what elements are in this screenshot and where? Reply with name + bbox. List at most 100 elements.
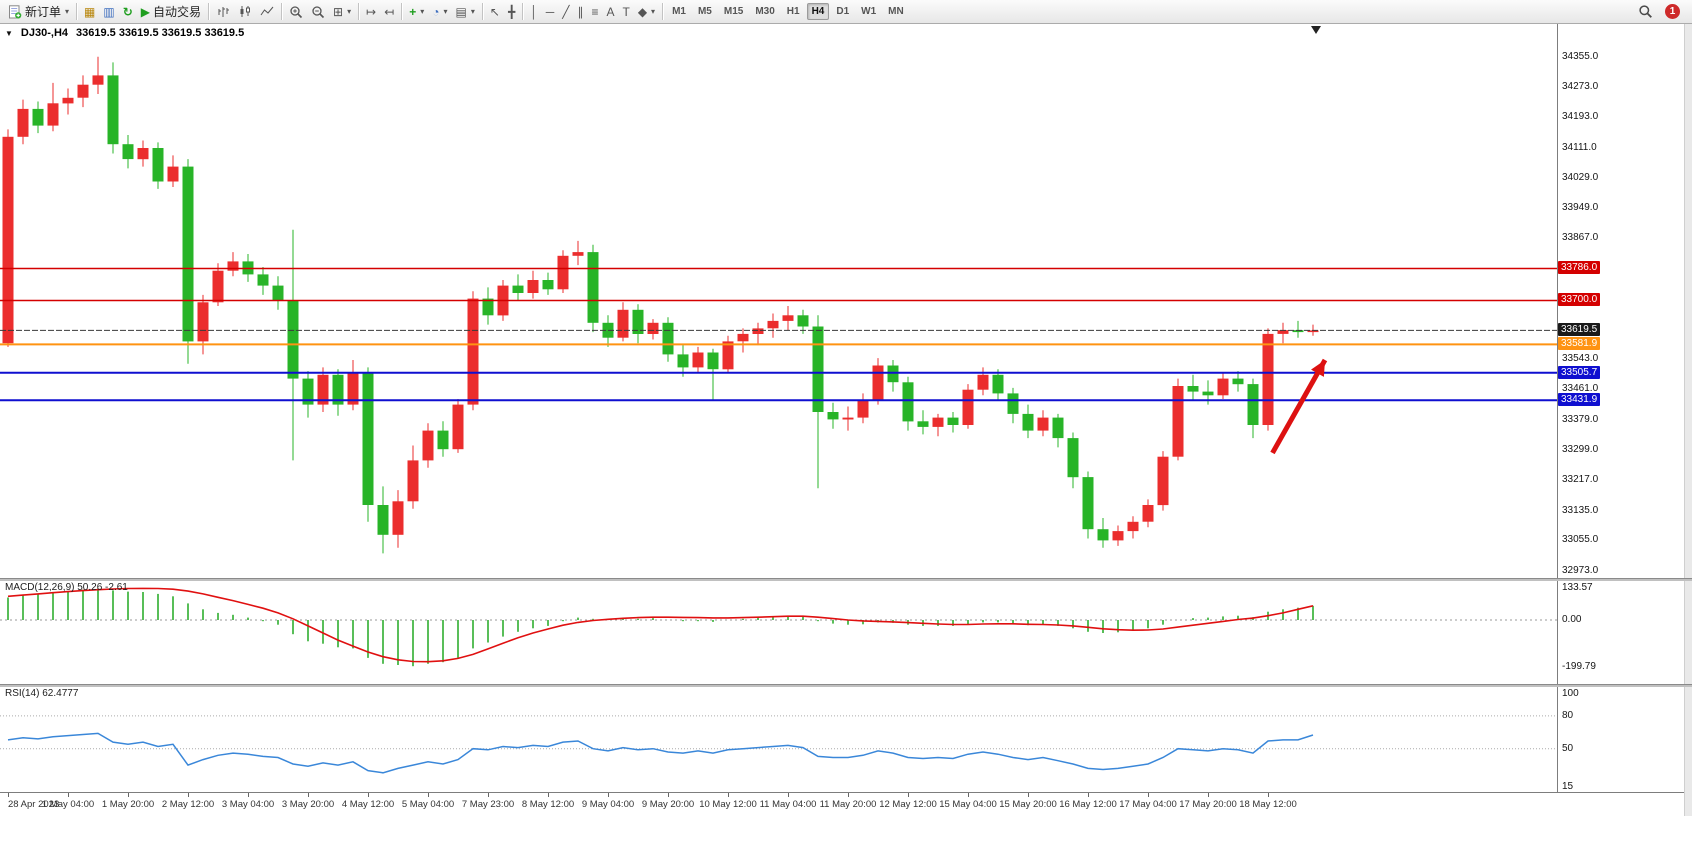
vertical-line-button[interactable]: │	[526, 2, 542, 21]
price-axis[interactable]: 34355.0 34273.0 34193.0 34111.0 34029.0 33949…	[1557, 23, 1685, 578]
time-label: 3 May 20:00	[281, 799, 335, 810]
timeframe-m30[interactable]: M30	[750, 3, 779, 20]
time-tick	[308, 793, 309, 797]
fibonacci-button[interactable]: ≡	[587, 2, 602, 21]
periods-button[interactable]: ◔ ▾	[428, 2, 451, 21]
toolbar-separator	[281, 3, 283, 20]
text-label-icon: T	[622, 4, 630, 19]
one-click-trading-icon[interactable]: ▼	[5, 28, 13, 38]
price-tick: 34029.0	[1562, 172, 1599, 184]
vertical-line-icon: │	[530, 4, 538, 19]
auto-trading-icon: ▶	[140, 4, 151, 19]
crosshair-button[interactable]: ╋	[504, 2, 519, 21]
refresh-button[interactable]: ↻	[119, 2, 137, 21]
rsi-line	[7, 732, 1314, 774]
chevron-down-icon: ▾	[65, 7, 70, 16]
window-edge	[1684, 23, 1692, 816]
macd-tick: 0.00	[1562, 614, 1582, 625]
macd-panel[interactable]	[0, 580, 1557, 684]
price-tick: 33543.0	[1562, 352, 1599, 364]
navigator-button[interactable]: ▥	[99, 2, 118, 21]
price-badge: 33505.7	[1558, 365, 1601, 379]
timeframe-m5[interactable]: M5	[693, 3, 717, 20]
macd-label: MACD(12,26,9) 50.26 -2.61	[5, 582, 128, 593]
time-label: 28 Apr 2023	[8, 799, 60, 810]
timeframe-h4[interactable]: H4	[806, 3, 830, 20]
bar-chart-icon	[218, 7, 230, 17]
auto-scroll-button[interactable]: ↦	[362, 2, 380, 21]
text-button[interactable]: A	[602, 2, 618, 21]
rsi-tick: 80	[1562, 709, 1574, 721]
time-tick	[188, 793, 189, 797]
search-button[interactable]	[1634, 2, 1657, 21]
time-tick	[668, 793, 669, 797]
time-axis[interactable]: 28 Apr 2023 1 May 04:00 1 May 20:00 2 May 1…	[0, 792, 1692, 817]
price-tick: 33461.0	[1562, 383, 1599, 395]
cursor-button[interactable]: ↖	[486, 2, 504, 21]
time-label: 12 May 12:00	[879, 799, 937, 810]
rsi-axis[interactable]: 100 80 50 15	[1557, 686, 1685, 792]
text-label-button[interactable]: T	[618, 2, 633, 21]
shapes-button[interactable]: ◆ ▾	[634, 2, 659, 21]
bar-chart-button[interactable]	[212, 2, 234, 21]
rsi-tick: 100	[1562, 688, 1579, 699]
candlesticks	[2, 56, 1319, 554]
timeframe-mn[interactable]: MN	[883, 3, 909, 20]
timeframe-m1[interactable]: M1	[667, 3, 691, 20]
rsi-panel[interactable]	[0, 686, 1557, 792]
price-tick: 33867.0	[1562, 232, 1599, 244]
price-badge: 33581.9	[1558, 337, 1601, 351]
macd-axis[interactable]: 133.57 0.00 -199.79	[1557, 580, 1685, 684]
chart-window: ▼ DJ30-,H4 33619.5 33619.5 33619.5 33619…	[0, 23, 1692, 857]
channel-button[interactable]: ∥	[573, 2, 587, 21]
new-order-label: 新订单	[25, 5, 62, 19]
toolbar-separator	[76, 3, 78, 20]
tile-windows-icon: ⊞	[333, 4, 344, 19]
line-chart-button[interactable]	[256, 2, 278, 21]
horizontal-line-button[interactable]: ─	[542, 2, 559, 21]
rsi-label: RSI(14) 62.4777	[5, 688, 79, 699]
macd-tick: 133.57	[1562, 582, 1593, 594]
annotation-arrow-head	[1311, 359, 1325, 377]
price-tick: 33379.0	[1562, 413, 1599, 425]
time-label: 1 May 20:00	[101, 799, 155, 810]
price-tick: 33135.0	[1562, 504, 1599, 516]
auto-scroll-icon: ↦	[366, 4, 377, 19]
timeframe-d1[interactable]: D1	[831, 3, 854, 20]
auto-trading-button[interactable]: ▶ 自动交易	[137, 2, 205, 21]
charts-button[interactable]: ▦	[80, 2, 99, 21]
chevron-down-icon: ▾	[470, 7, 475, 16]
timeframe-w1[interactable]: W1	[856, 3, 881, 20]
panel-splitter-rsi[interactable]	[0, 684, 1692, 687]
main-chart[interactable]	[0, 23, 1557, 578]
zoom-out-button[interactable]	[307, 2, 329, 21]
time-tick	[968, 793, 969, 797]
time-label: 17 May 04:00	[1119, 799, 1177, 810]
zoom-in-icon	[290, 5, 303, 18]
price-tick: 33055.0	[1562, 534, 1599, 546]
candlestick-chart-button[interactable]	[234, 2, 256, 21]
notification-badge[interactable]: 1	[1665, 4, 1680, 19]
time-label: 11 May 20:00	[819, 799, 877, 810]
chart-shift-button[interactable]: ↤	[380, 2, 398, 21]
indicators-button[interactable]: + ▾	[405, 2, 428, 21]
crosshair-icon: ╋	[507, 4, 516, 19]
panel-splitter-macd[interactable]	[0, 578, 1692, 581]
price-tick: 34273.0	[1562, 81, 1599, 93]
trendline-button[interactable]: ╱	[558, 2, 573, 21]
zoom-in-button[interactable]	[285, 2, 307, 21]
horizontal-lines	[0, 267, 1557, 402]
time-label: 4 May 12:00	[341, 799, 395, 810]
timeframe-m15[interactable]: M15	[719, 3, 748, 20]
tile-windows-button[interactable]: ⊞ ▾	[329, 2, 355, 21]
time-label: 15 May 20:00	[999, 799, 1057, 810]
timeframe-h1[interactable]: H1	[782, 3, 805, 20]
time-tick	[1148, 793, 1149, 797]
time-tick	[1088, 793, 1089, 797]
time-tick	[68, 793, 69, 797]
new-order-button[interactable]: 新订单 ▾	[4, 2, 73, 21]
toolbar-separator	[208, 3, 210, 20]
rsi-tick: 15	[1562, 780, 1574, 792]
templates-button[interactable]: ▤ ▾	[452, 2, 479, 21]
new-order-icon	[9, 4, 22, 18]
